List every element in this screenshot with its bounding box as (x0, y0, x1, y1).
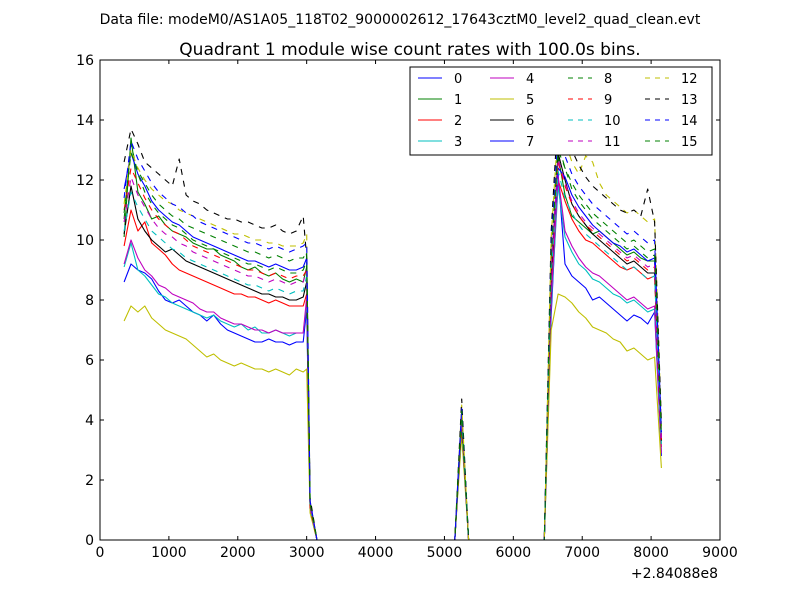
x-tick-label: 6000 (496, 545, 532, 561)
suptitle: Data file: modeM0/AS1A05_118T02_90000026… (100, 12, 701, 28)
y-tick-label: 16 (76, 53, 94, 69)
x-tick-label: 7000 (564, 545, 600, 561)
series-line-0 (123, 173, 662, 540)
series-line-13 (123, 110, 662, 540)
legend-label-10: 10 (604, 114, 621, 129)
series-line-8 (123, 143, 662, 540)
series-line-9 (123, 161, 662, 540)
legend-label-14: 14 (681, 114, 698, 129)
legend-label-8: 8 (604, 72, 612, 87)
x-tick-label: 2000 (220, 545, 256, 561)
legend-label-11: 11 (604, 135, 621, 150)
y-tick-label: 12 (76, 173, 94, 189)
legend-label-13: 13 (681, 93, 698, 108)
y-tick-label: 2 (85, 473, 94, 489)
x-tick-label: 8000 (633, 545, 669, 561)
legend-label-0: 0 (454, 72, 462, 87)
series-line-7 (123, 152, 662, 540)
x-tick-label: 1000 (151, 545, 187, 561)
series-line-14 (123, 134, 662, 540)
axes-layer: 0 1000 2000 3000 4000 5000 6000 7000 8000 9000 0 2 4… (76, 53, 738, 561)
legend-box (409, 66, 713, 156)
legend-label-2: 2 (454, 114, 462, 129)
series-line-15 (123, 149, 662, 540)
legend-label-7: 7 (526, 135, 534, 150)
x-tick-label: 9000 (702, 545, 738, 561)
series-layer (123, 110, 662, 540)
y-tick-label: 6 (85, 353, 94, 369)
x-tick-label: 3000 (289, 545, 325, 561)
legend-label-3: 3 (454, 135, 462, 150)
series-line-10 (123, 170, 662, 540)
y-tick-label: 0 (85, 533, 94, 549)
legend-label-12: 12 (681, 72, 698, 87)
legend-label-4: 4 (526, 72, 534, 87)
x-offset-label: +2.84088e8 (631, 566, 718, 582)
y-tick-label: 14 (76, 113, 94, 129)
y-tick-label: 10 (76, 233, 94, 249)
legend-label-15: 15 (681, 135, 698, 150)
series-line-5 (123, 293, 662, 540)
x-tick-label: 0 (96, 545, 105, 561)
series-line-4 (123, 176, 662, 540)
y-tick-label: 8 (85, 293, 94, 309)
chart-title: Quadrant 1 module wise count rates with … (179, 40, 640, 60)
x-tick-label: 5000 (427, 545, 463, 561)
legend-label-1: 1 (454, 93, 462, 108)
series-line-6 (123, 152, 662, 540)
legend-label-6: 6 (526, 114, 534, 129)
series-line-2 (123, 179, 662, 540)
series-line-11 (123, 158, 662, 540)
legend-label-5: 5 (526, 93, 534, 108)
x-tick-label: 4000 (358, 545, 394, 561)
series-line-3 (123, 185, 662, 540)
legend-label-9: 9 (604, 93, 612, 108)
series-line-12 (123, 125, 662, 540)
y-tick-label: 4 (85, 413, 94, 429)
